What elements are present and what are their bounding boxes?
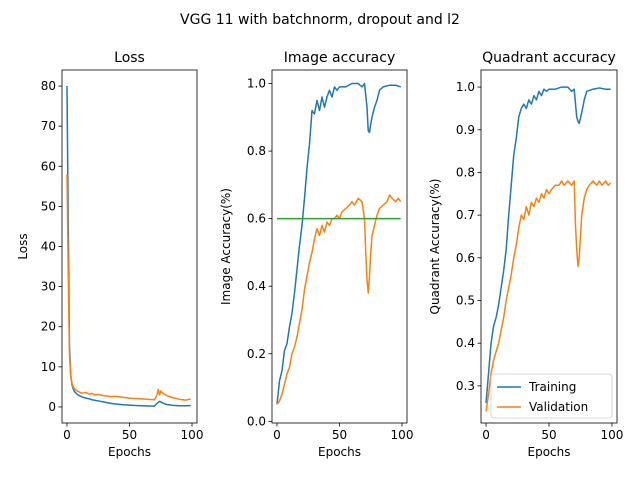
x-tick-label: 100 <box>181 428 204 442</box>
y-tick-label: 10 <box>41 360 56 374</box>
y-tick-label: 0.3 <box>456 379 475 393</box>
y-tick-label: 50 <box>41 199 56 213</box>
series-line-validation <box>66 174 191 401</box>
y-tick-label: 0 <box>48 400 56 414</box>
series-line-validation <box>276 194 402 405</box>
x-tick-label: 0 <box>273 428 281 442</box>
y-tick-label: 0.8 <box>247 144 266 158</box>
x-axis-label: Epochs <box>318 445 361 459</box>
y-tick-label: 0.4 <box>247 279 266 293</box>
subplot-2: 0 50 100 0.0 0.2 0.4 0.6 0.8 1.0 Image accuracy Ep… <box>219 50 413 459</box>
x-tick-label: 50 <box>122 428 137 442</box>
legend-label-validation: Validation <box>529 400 588 414</box>
series-line-training <box>66 86 191 407</box>
x-tick-label: 0 <box>63 428 71 442</box>
axes-frame <box>271 69 408 424</box>
axes-frame <box>480 69 618 424</box>
x-axis-label: Epochs <box>108 445 151 459</box>
y-tick-label: 30 <box>41 280 56 294</box>
axes-frame <box>61 69 198 424</box>
y-tick-label: 1.0 <box>456 80 475 94</box>
x-tick-label: 100 <box>391 428 414 442</box>
y-axis-label: Image Accuracy(%) <box>219 188 233 305</box>
x-tick-label: 100 <box>601 428 624 442</box>
y-axis-label: Quadrant Accuracy(%) <box>428 179 442 315</box>
subplot-3: 0 50 100 0.3 0.4 0.5 0.6 0.7 0.8 0.9 1.0 Quadrant a… <box>428 50 623 459</box>
series-line-training <box>485 86 611 404</box>
subplot-title: Quadrant accuracy <box>482 50 616 66</box>
x-tick-label: 50 <box>332 428 347 442</box>
legend-label-training: Training <box>528 380 576 394</box>
y-tick-label: 0.0 <box>247 414 266 428</box>
y-tick-label: 0.8 <box>456 165 475 179</box>
subplot-title: Loss <box>114 50 145 66</box>
subplot-title: Image accuracy <box>284 50 395 66</box>
x-tick-label: 0 <box>482 428 490 442</box>
y-tick-label: 80 <box>41 79 56 93</box>
y-tick-label: 0.5 <box>456 293 475 307</box>
y-tick-label: 0.4 <box>456 336 475 350</box>
y-tick-label: 70 <box>41 119 56 133</box>
legend-box <box>490 373 613 419</box>
subplot-1: 0 50 100 0 10 20 30 40 50 60 70 80 Loss Epochs Loss <box>16 50 203 459</box>
y-tick-label: 60 <box>41 159 56 173</box>
series-line-validation <box>485 180 612 412</box>
x-axis-label: Epochs <box>528 445 571 459</box>
y-tick-label: 0.2 <box>247 347 266 361</box>
legend: Training Validation <box>490 373 613 419</box>
y-tick-label: 0.7 <box>456 208 475 222</box>
y-tick-label: 40 <box>41 240 56 254</box>
y-tick-label: 20 <box>41 320 56 334</box>
series-line-training <box>276 82 401 405</box>
y-tick-label: 0.6 <box>456 251 475 265</box>
figure-suptitle: VGG 11 with batchnorm, dropout and l2 <box>180 12 460 28</box>
y-tick-label: 1.0 <box>247 77 266 91</box>
y-axis-label: Loss <box>16 233 30 259</box>
y-tick-label: 0.6 <box>247 212 266 226</box>
x-tick-label: 50 <box>541 428 556 442</box>
y-tick-label: 0.9 <box>456 123 475 137</box>
